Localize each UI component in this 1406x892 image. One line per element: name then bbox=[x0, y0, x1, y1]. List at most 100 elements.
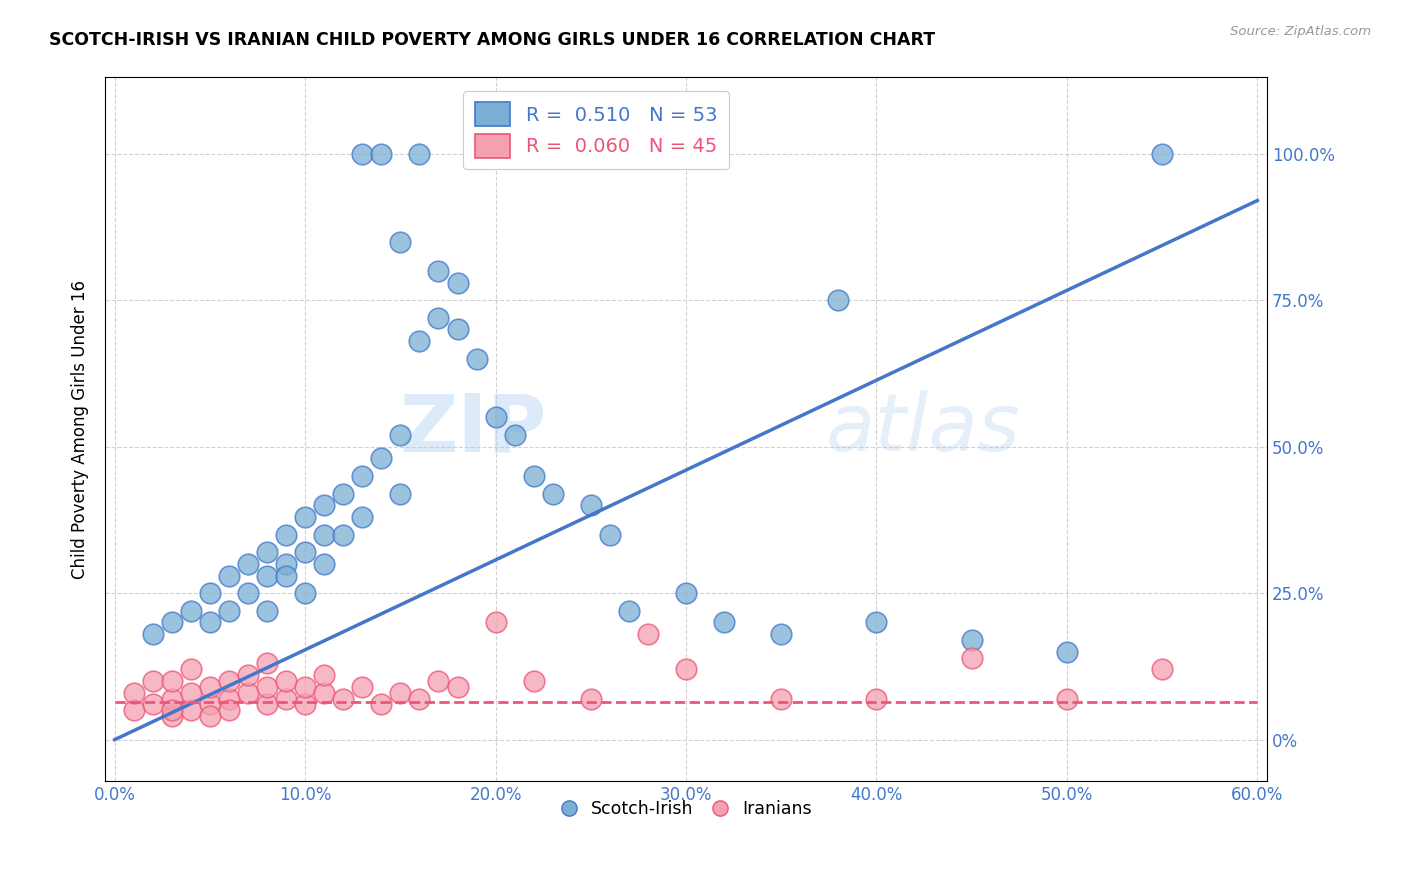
Point bbox=[236, 557, 259, 571]
Point bbox=[960, 632, 983, 647]
Point bbox=[294, 680, 316, 694]
Point bbox=[427, 264, 450, 278]
Point bbox=[122, 686, 145, 700]
Point bbox=[294, 545, 316, 559]
Point bbox=[1152, 146, 1174, 161]
Point bbox=[198, 586, 221, 600]
Point bbox=[579, 498, 602, 512]
Point bbox=[198, 709, 221, 723]
Point bbox=[218, 703, 240, 717]
Point bbox=[637, 627, 659, 641]
Point bbox=[180, 604, 202, 618]
Point bbox=[370, 698, 392, 712]
Point bbox=[218, 691, 240, 706]
Point bbox=[675, 662, 697, 676]
Point bbox=[256, 657, 278, 671]
Point bbox=[142, 627, 165, 641]
Point bbox=[256, 545, 278, 559]
Point bbox=[122, 703, 145, 717]
Point bbox=[160, 709, 183, 723]
Point bbox=[314, 527, 336, 541]
Point bbox=[198, 698, 221, 712]
Point bbox=[352, 510, 374, 524]
Point bbox=[865, 691, 887, 706]
Point bbox=[314, 557, 336, 571]
Point bbox=[160, 691, 183, 706]
Point bbox=[465, 351, 488, 366]
Point bbox=[427, 310, 450, 325]
Point bbox=[256, 604, 278, 618]
Text: SCOTCH-IRISH VS IRANIAN CHILD POVERTY AMONG GIRLS UNDER 16 CORRELATION CHART: SCOTCH-IRISH VS IRANIAN CHILD POVERTY AM… bbox=[49, 31, 935, 49]
Point bbox=[408, 334, 430, 348]
Point bbox=[408, 691, 430, 706]
Point bbox=[446, 322, 468, 336]
Text: Source: ZipAtlas.com: Source: ZipAtlas.com bbox=[1230, 25, 1371, 38]
Point bbox=[142, 698, 165, 712]
Y-axis label: Child Poverty Among Girls Under 16: Child Poverty Among Girls Under 16 bbox=[72, 279, 89, 579]
Point bbox=[294, 510, 316, 524]
Point bbox=[541, 486, 564, 500]
Point bbox=[332, 527, 354, 541]
Point bbox=[523, 469, 546, 483]
Point bbox=[180, 662, 202, 676]
Point bbox=[198, 680, 221, 694]
Point bbox=[314, 686, 336, 700]
Point bbox=[236, 668, 259, 682]
Point bbox=[236, 586, 259, 600]
Point bbox=[370, 451, 392, 466]
Point bbox=[960, 650, 983, 665]
Point bbox=[332, 486, 354, 500]
Point bbox=[389, 235, 412, 249]
Point bbox=[180, 703, 202, 717]
Point bbox=[523, 673, 546, 688]
Point bbox=[352, 469, 374, 483]
Point bbox=[256, 698, 278, 712]
Point bbox=[180, 686, 202, 700]
Point bbox=[408, 146, 430, 161]
Point bbox=[352, 680, 374, 694]
Point bbox=[485, 410, 508, 425]
Point bbox=[770, 691, 793, 706]
Point bbox=[276, 527, 298, 541]
Point bbox=[617, 604, 640, 618]
Point bbox=[218, 568, 240, 582]
Point bbox=[446, 680, 468, 694]
Text: atlas: atlas bbox=[825, 390, 1021, 468]
Point bbox=[389, 428, 412, 442]
Point bbox=[1056, 691, 1078, 706]
Point bbox=[276, 557, 298, 571]
Point bbox=[389, 686, 412, 700]
Point bbox=[314, 668, 336, 682]
Point bbox=[294, 698, 316, 712]
Point bbox=[1056, 645, 1078, 659]
Point bbox=[218, 673, 240, 688]
Point bbox=[599, 527, 621, 541]
Text: ZIP: ZIP bbox=[399, 390, 547, 468]
Point bbox=[276, 691, 298, 706]
Point bbox=[675, 586, 697, 600]
Point bbox=[332, 691, 354, 706]
Point bbox=[1152, 662, 1174, 676]
Point bbox=[446, 276, 468, 290]
Point bbox=[352, 146, 374, 161]
Point bbox=[142, 673, 165, 688]
Point bbox=[770, 627, 793, 641]
Legend: Scotch-Irish, Iranians: Scotch-Irish, Iranians bbox=[553, 793, 818, 825]
Point bbox=[865, 615, 887, 630]
Point bbox=[294, 586, 316, 600]
Point bbox=[276, 673, 298, 688]
Point bbox=[160, 615, 183, 630]
Point bbox=[218, 604, 240, 618]
Point bbox=[160, 673, 183, 688]
Point bbox=[198, 615, 221, 630]
Point bbox=[236, 686, 259, 700]
Point bbox=[503, 428, 526, 442]
Point bbox=[276, 568, 298, 582]
Point bbox=[713, 615, 735, 630]
Point bbox=[314, 498, 336, 512]
Point bbox=[256, 680, 278, 694]
Point bbox=[370, 146, 392, 161]
Point bbox=[485, 615, 508, 630]
Point bbox=[160, 703, 183, 717]
Point bbox=[579, 691, 602, 706]
